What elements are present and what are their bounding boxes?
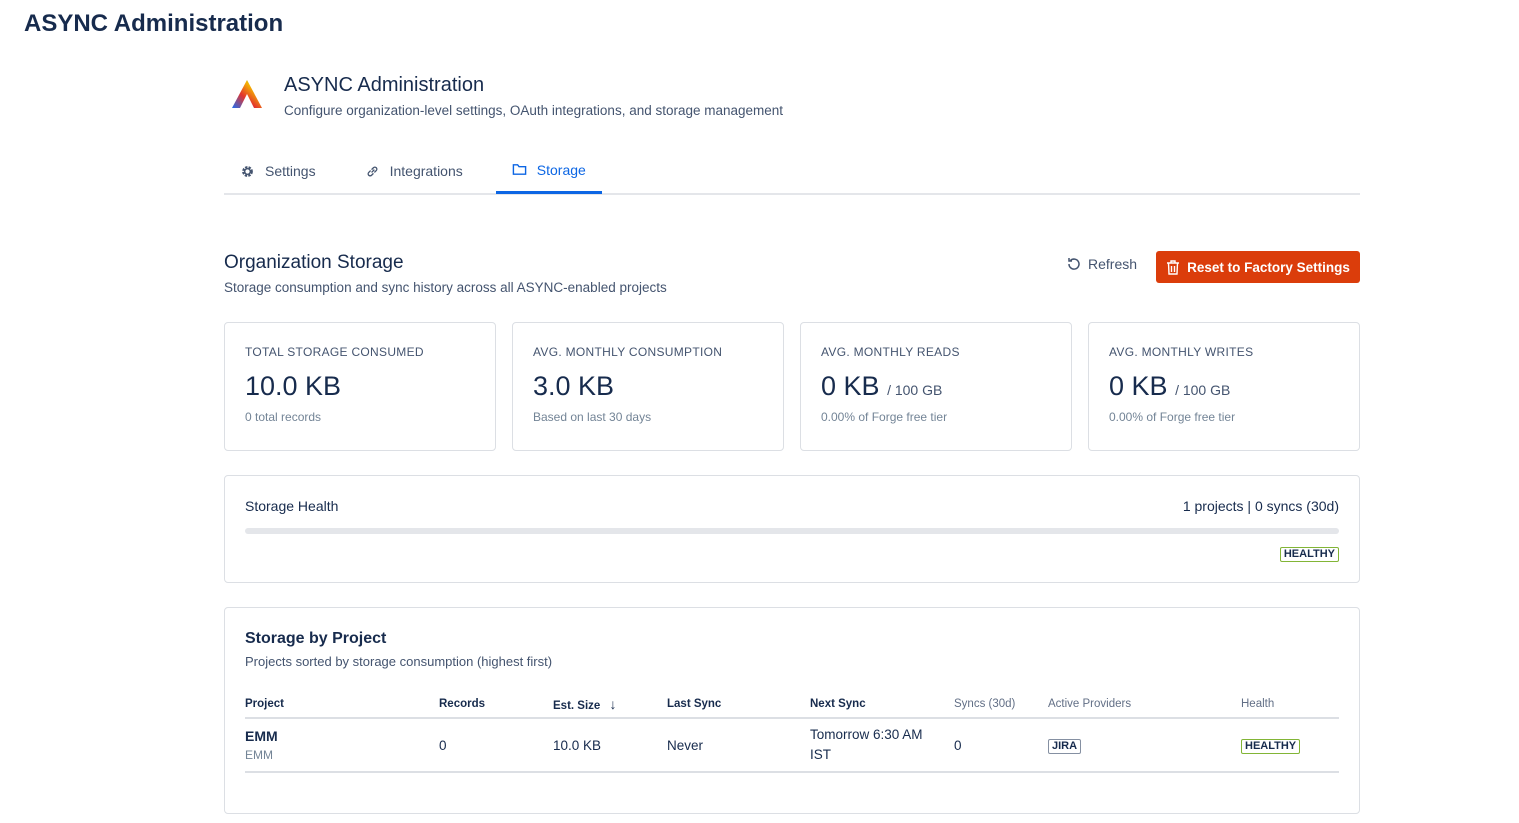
health-badge: HEALTHY — [1241, 738, 1301, 754]
stat-note: Based on last 30 days — [533, 410, 652, 424]
health-summary: 1 projects | 0 syncs (30d) — [1182, 498, 1339, 514]
stat-card-total-storage: TOTAL STORAGE CONSUMED 10.0 KB 0 total rec… — [224, 322, 496, 451]
col-label: Est. Size — [553, 700, 601, 712]
records-cell: 0 — [439, 718, 553, 773]
tab-label: Settings — [265, 163, 316, 179]
gear-icon — [242, 165, 253, 177]
health-title: Storage Health — [245, 498, 339, 514]
tab-label: Integrations — [389, 163, 463, 179]
tab-bar: Settings Integrations Storage — [224, 148, 1360, 195]
page-title: ASYNC Administration — [284, 74, 485, 96]
project-name[interactable]: EMM — [245, 728, 278, 744]
stat-value: 10.0 KB — [245, 371, 342, 401]
stat-suffix: / 100 GB — [887, 382, 943, 398]
page-subtitle: Configure organization-level settings, O… — [284, 103, 784, 118]
storage-health-panel: Storage Health 1 projects | 0 syncs (30d)… — [224, 475, 1360, 583]
col-syncs: Syncs (30d) — [954, 691, 1048, 719]
col-next-sync[interactable]: Next Sync — [810, 691, 954, 719]
stat-label: AVG. MONTHLY READS — [821, 345, 960, 359]
health-status-badge: HEALTHY — [1279, 547, 1339, 562]
stat-cards: TOTAL STORAGE CONSUMED 10.0 KB 0 total rec… — [224, 322, 1360, 451]
tab-label: Storage — [536, 161, 586, 178]
stat-label: AVG. MONTHLY CONSUMPTION — [533, 345, 723, 359]
stat-value: 0 KB — [1109, 371, 1168, 401]
tab-storage[interactable]: Storage — [495, 148, 602, 194]
stat-note: 0.00% of Forge free tier — [821, 410, 948, 424]
col-records[interactable]: Records — [439, 691, 553, 719]
storage-by-project-panel: Storage by Project Projects sorted by st… — [224, 607, 1360, 814]
tab-settings[interactable]: Settings — [224, 148, 332, 194]
stat-label: AVG. MONTHLY WRITES — [1109, 345, 1254, 359]
col-last-sync[interactable]: Last Sync — [667, 691, 810, 719]
refresh-button[interactable]: Refresh — [1066, 256, 1137, 272]
col-health: Health — [1241, 691, 1339, 719]
tab-integrations[interactable]: Integrations — [349, 148, 479, 194]
stat-suffix: / 100 GB — [1175, 382, 1231, 398]
stat-value: 3.0 KB — [533, 371, 615, 401]
stat-note: 0.00% of Forge free tier — [1109, 410, 1236, 424]
folder-icon — [512, 164, 527, 175]
async-logo-icon — [232, 80, 262, 108]
col-est-size[interactable]: Est. Size ↓ — [553, 691, 667, 719]
stat-card-monthly-reads: AVG. MONTHLY READS 0 KB / 100 GB 0.00% of … — [800, 322, 1072, 451]
provider-badge: JIRA — [1048, 738, 1082, 754]
col-project[interactable]: Project — [245, 691, 439, 719]
reset-factory-settings-button[interactable]: Reset to Factory Settings — [1156, 251, 1360, 283]
projects-table: Project Records Est. Size ↓ Last Sync Ne… — [245, 691, 1339, 773]
section-subtitle: Storage consumption and sync history acr… — [224, 280, 667, 295]
last-sync-cell: Never — [667, 718, 810, 773]
page-header: ASYNC Administration Configure organizat… — [230, 72, 783, 118]
reset-label: Reset to Factory Settings — [1187, 259, 1350, 275]
stat-card-monthly-consumption: AVG. MONTHLY CONSUMPTION 3.0 KB Based on l… — [512, 322, 784, 451]
panel-title: Storage by Project — [245, 630, 387, 647]
next-sync-cell: Tomorrow 6:30 AM IST — [810, 718, 954, 773]
section-title: Organization Storage — [224, 252, 404, 273]
stat-label: TOTAL STORAGE CONSUMED — [245, 345, 424, 359]
health-progress-bar — [245, 528, 1339, 534]
stat-card-monthly-writes: AVG. MONTHLY WRITES 0 KB / 100 GB 0.00% of… — [1088, 322, 1360, 451]
table-row: EMM EMM 0 10.0 KB Never Tomorrow 6:30 AM … — [245, 718, 1339, 773]
app-title: ASYNC Administration — [24, 10, 284, 37]
stat-value: 0 KB — [821, 371, 880, 401]
project-key: EMM — [245, 748, 273, 762]
size-cell: 10.0 KB — [553, 718, 667, 773]
syncs-cell: 0 — [954, 718, 1048, 773]
refresh-icon — [1068, 258, 1080, 270]
col-providers: Active Providers — [1048, 691, 1241, 719]
refresh-label: Refresh — [1088, 256, 1138, 272]
sort-down-icon: ↓ — [609, 696, 617, 712]
panel-subtitle: Projects sorted by storage consumption (… — [245, 654, 553, 669]
stat-note: 0 total records — [245, 410, 322, 424]
link-icon — [367, 166, 378, 176]
trash-icon — [1167, 259, 1180, 275]
